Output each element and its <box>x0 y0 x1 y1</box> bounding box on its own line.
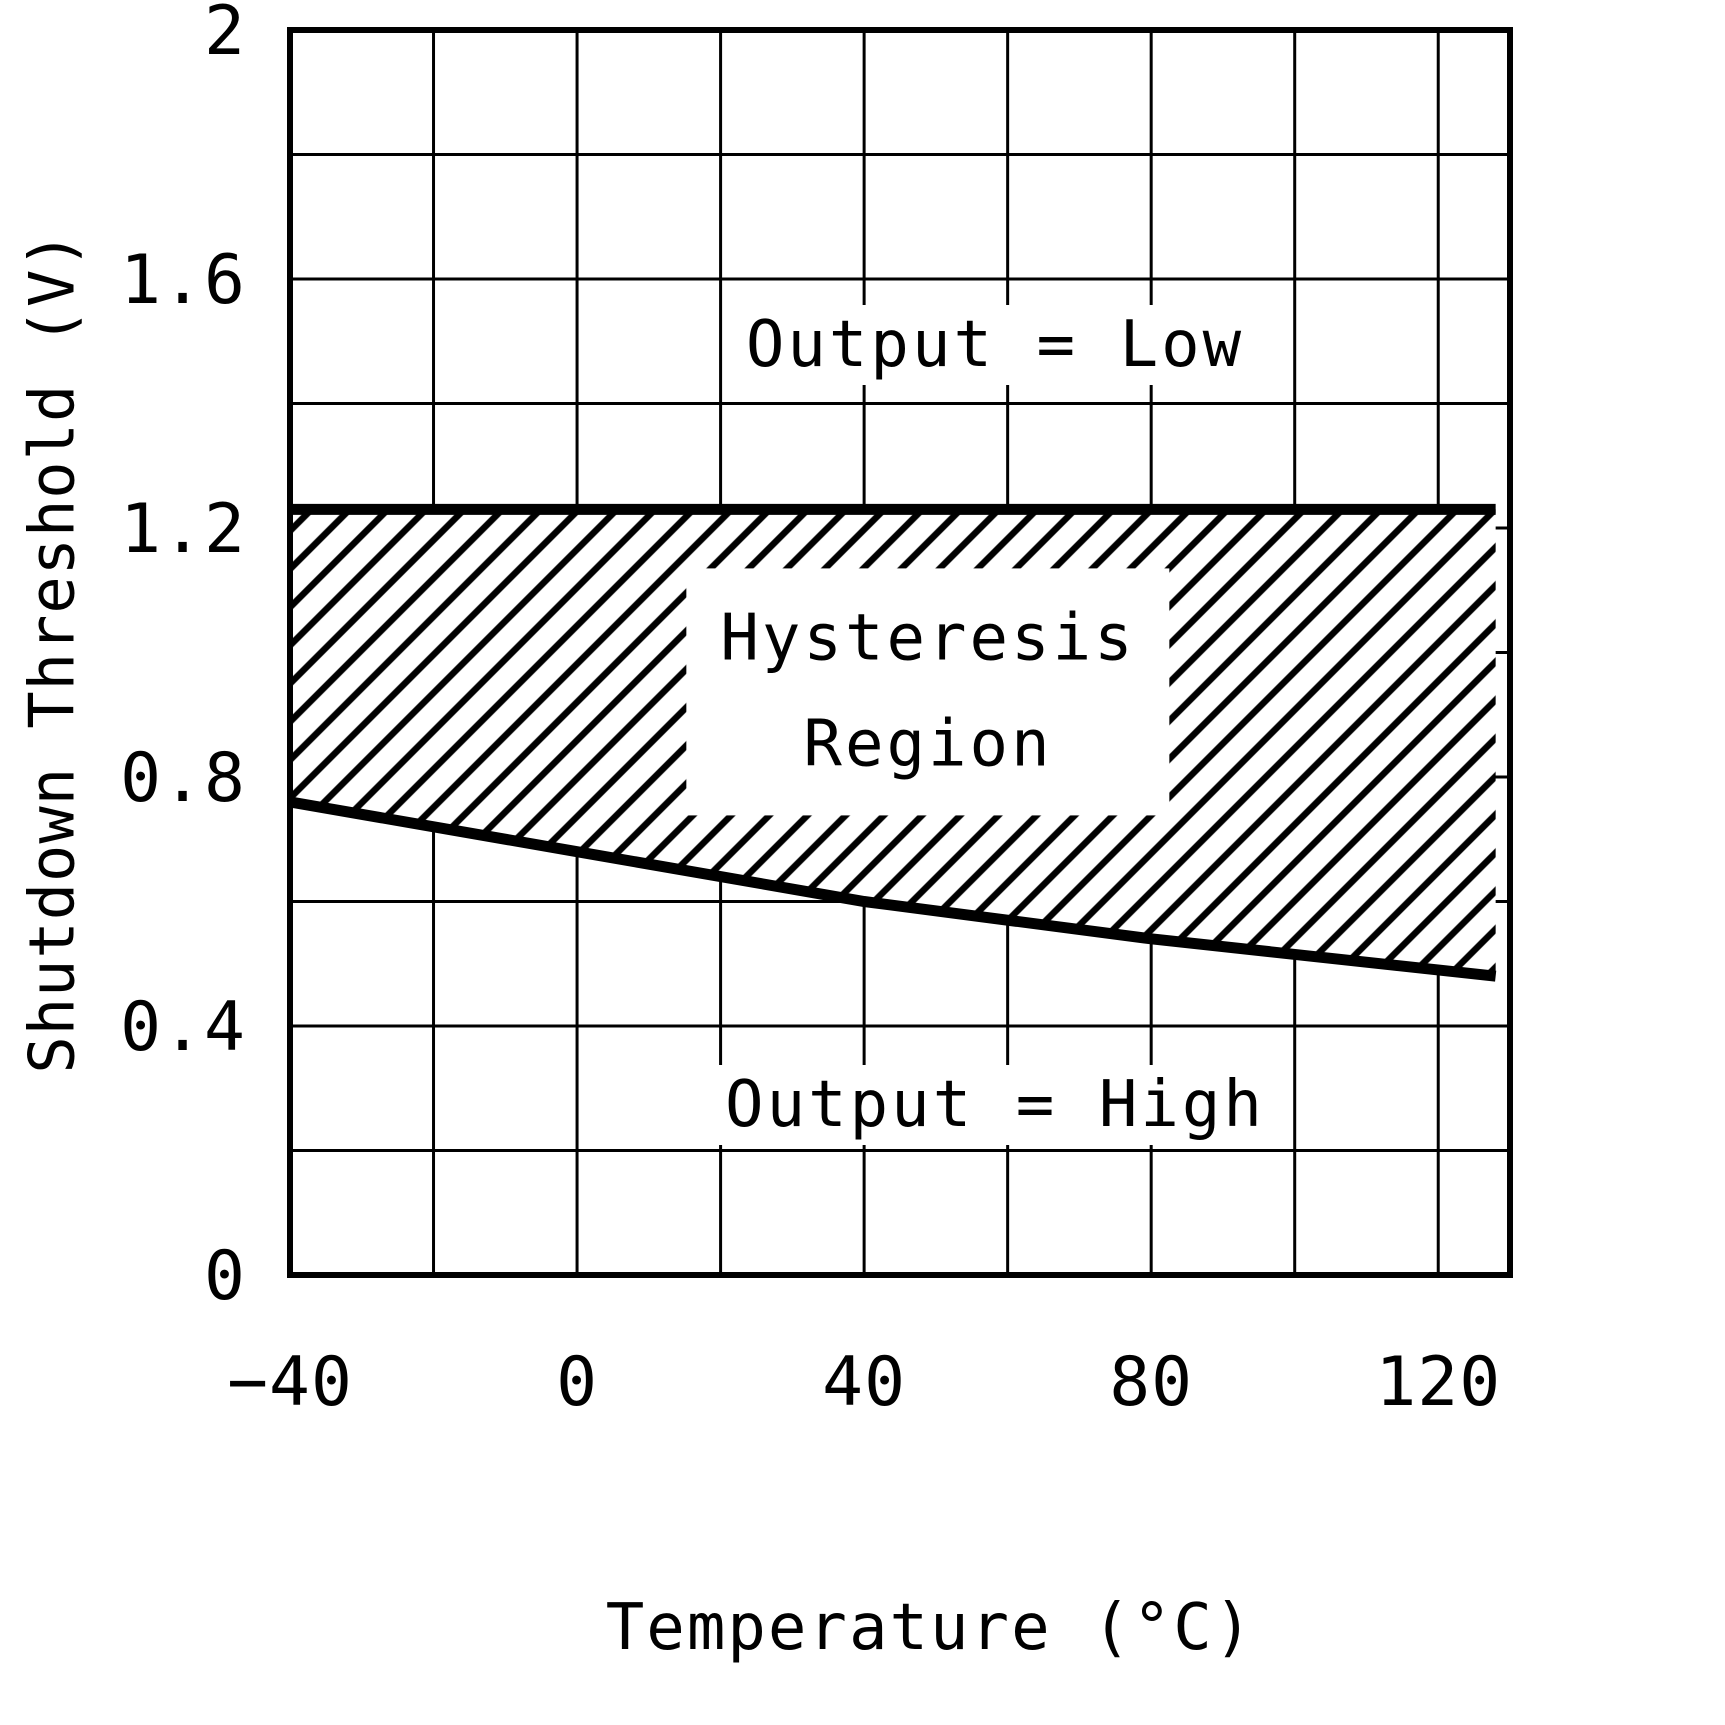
y-tick-label: 1.6 <box>120 241 246 320</box>
x-tick-label: −40 <box>227 1343 353 1422</box>
y-tick-label: 2 <box>204 0 246 71</box>
x-tick-label: 80 <box>1109 1343 1193 1422</box>
annotation-hysteresis-region: Hysteresis Region <box>686 568 1170 816</box>
y-tick-label: 0.4 <box>120 988 246 1067</box>
y-tick-label: 1.2 <box>120 490 246 569</box>
x-tick-label: 120 <box>1375 1343 1501 1422</box>
y-tick-label: 0 <box>204 1237 246 1316</box>
plot-border <box>287 27 1513 1278</box>
y-axis-title: Shutdown Threshold (V) <box>15 230 89 1074</box>
x-tick-label: 40 <box>822 1343 906 1422</box>
hysteresis-region-line2: Region <box>803 707 1053 781</box>
hysteresis-region-line1: Hysteresis <box>720 601 1136 676</box>
lower-threshold-line <box>289 796 1497 982</box>
x-tick-label: 0 <box>556 1343 598 1422</box>
y-tick-label: 0.8 <box>120 739 246 818</box>
annotation-output-high: Output = High <box>707 1065 1283 1145</box>
annotation-output-low: Output = Low <box>727 305 1263 385</box>
x-axis-title: Temperature (°C) <box>605 1591 1255 1665</box>
